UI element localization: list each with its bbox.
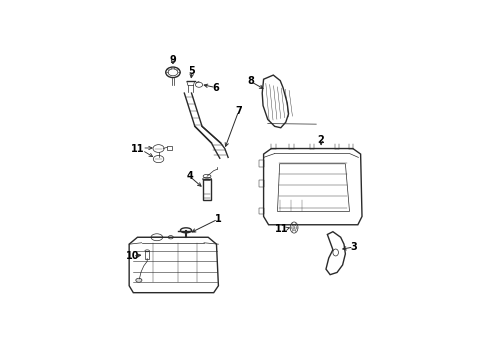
Text: 10: 10 [126, 251, 140, 261]
Text: 8: 8 [247, 76, 254, 86]
Text: 3: 3 [350, 242, 357, 252]
Text: 6: 6 [212, 82, 219, 93]
Bar [259, 180, 265, 186]
Text: 1: 1 [215, 214, 221, 224]
Text: 9: 9 [170, 55, 176, 65]
Text: 11: 11 [131, 144, 145, 154]
Text: 5: 5 [189, 67, 196, 76]
Bar [259, 161, 265, 167]
Text: 2: 2 [318, 135, 324, 145]
Bar [203, 179, 212, 200]
Text: 4: 4 [186, 171, 193, 181]
Bar [259, 208, 265, 214]
Text: 11: 11 [275, 224, 289, 234]
Bar [145, 251, 149, 258]
Text: 7: 7 [235, 106, 242, 116]
Bar [167, 146, 172, 150]
